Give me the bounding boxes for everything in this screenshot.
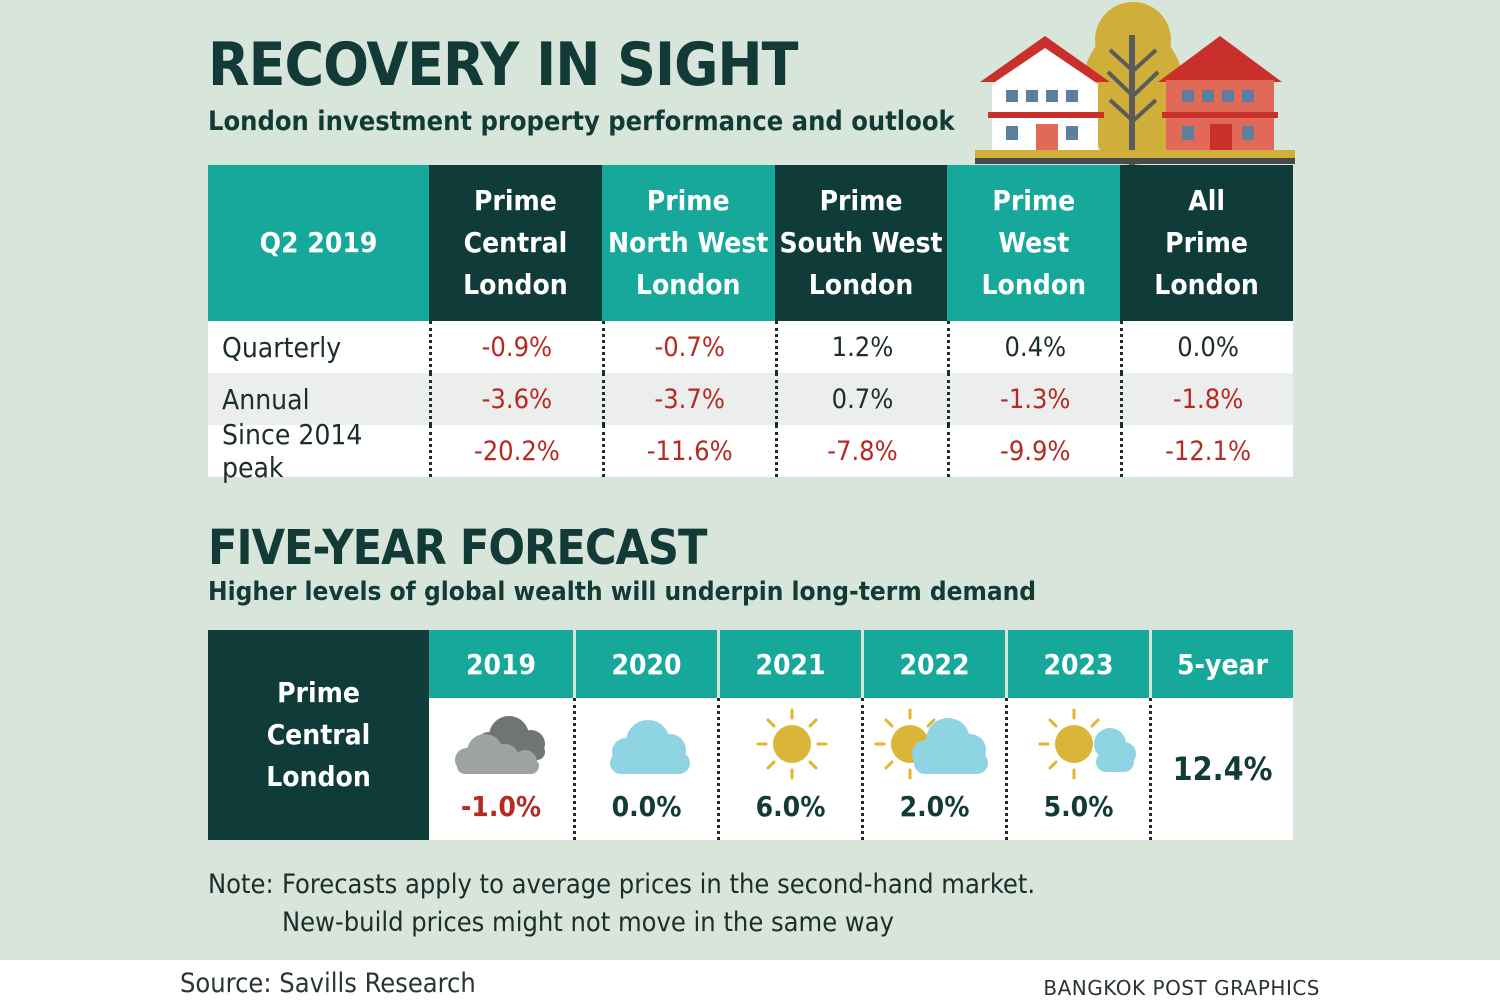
forecast-value: 2.0% [899,790,970,823]
col-header-prime-west-london: Prime West London [947,165,1121,321]
note-lead: Note: [208,869,274,900]
note-line-1: Forecasts apply to average prices in the… [282,869,1036,900]
cloud-icon [610,720,690,774]
col-header-prime-south-west-london: Prime South West London [774,165,948,321]
table-cell: 1.2% [774,321,948,373]
table-cell: -0.7% [601,321,775,373]
forecast-subtitle: Higher levels of global wealth will unde… [208,577,1037,607]
forecast-column: 2021 6.0% [717,630,861,840]
table-cell: -1.8% [1120,373,1293,425]
row-label: Annual [222,382,310,416]
year-label: 2021 [717,630,861,698]
forecast-column: 2019 -1.0% [429,630,573,840]
forecast-title: FIVE-YEAR FORECAST [208,520,707,576]
forecast-table: Prime Central London 2019 -1.0% [208,630,1293,840]
table-cell: -7.8% [774,425,948,477]
forecast-column: 2022 2.0% [861,630,1005,840]
page-subtitle: London investment property performance a… [208,106,955,137]
forecast-value: 6.0% [755,790,826,823]
note-line-2: New-build prices might not move in the s… [282,907,894,938]
col-header-prime-central-london: Prime Central London [429,165,602,321]
note: Note: Forecasts apply to average prices i… [208,866,1035,942]
five-year-label: 5-year [1149,630,1293,698]
year-label: 2022 [861,630,1005,698]
table-cell: -9.9% [947,425,1120,477]
year-label: 2020 [573,630,717,698]
credit-text: BANGKOK POST GRAPHICS [1043,976,1320,1000]
forecast-column: 2023 5.0% [1005,630,1149,840]
col-header-all-prime-london: All Prime London [1120,165,1293,321]
row-label: Quarterly [222,330,342,364]
sun-behind-cloud-icon [874,708,988,780]
forecast-value: 5.0% [1043,790,1114,823]
table-cell: 0.0% [1120,321,1293,373]
table-cell: -3.6% [429,373,602,425]
table-cell: -1.3% [947,373,1120,425]
table-cell: 0.7% [774,373,948,425]
forecast-column-five-year: 5-year 12.4% [1149,630,1293,840]
table-cell: -3.7% [601,373,775,425]
performance-table-header: Q2 2019 Prime Central London Prime North We… [208,165,1293,321]
page-title: RECOVERY IN SIGHT [208,30,798,100]
performance-table: Q2 2019 Prime Central London Prime North We… [208,165,1293,484]
table-cell: -0.9% [429,321,602,373]
year-label: 2023 [1005,630,1149,698]
source-text: Source: Savills Research [180,968,476,999]
table-cell: 0.4% [947,321,1120,373]
year-label: 2019 [429,630,573,698]
sun-small-cloud-icon [1038,708,1136,780]
forecast-row-label: Prime Central London [208,630,429,840]
houses-illustration [975,2,1295,165]
col-header-prime-north-west-london: Prime North West London [601,165,775,321]
table-cell: -20.2% [429,425,602,477]
table-cell: -11.6% [601,425,775,477]
corner-label: Q2 2019 [208,165,429,321]
forecast-column: 2020 0.0% [573,630,717,840]
sun-icon [756,708,828,780]
table-row: Annual -3.6% -3.7% 0.7% -1.3% -1.8% [208,373,1293,425]
table-row: Quarterly -0.9% -0.7% 1.2% 0.4% 0.0% [208,321,1293,373]
forecast-value: -1.0% [460,790,542,823]
forecast-value: 0.0% [611,790,682,823]
table-row: Since 2014 peak -20.2% -11.6% -7.8% -9.9… [208,418,1293,484]
five-year-value: 12.4% [1172,750,1273,788]
table-cell: -12.1% [1120,425,1293,477]
footer-bar [0,960,1500,1000]
dark-clouds-icon [455,716,545,774]
row-label: Since 2014 peak [222,418,363,484]
